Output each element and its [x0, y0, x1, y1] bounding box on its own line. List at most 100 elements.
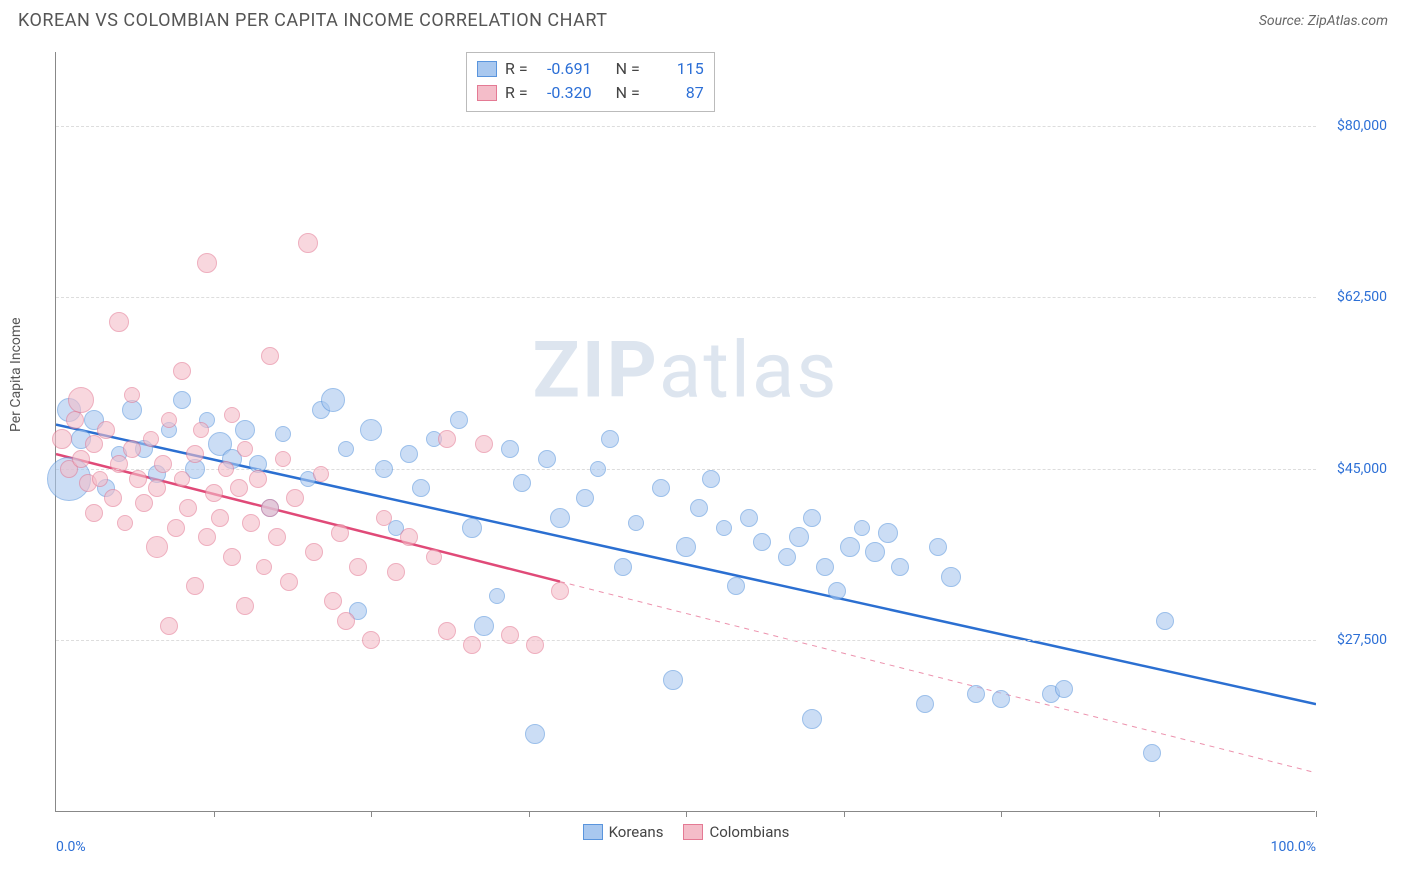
data-point-koreans: [628, 515, 644, 531]
data-point-koreans: [702, 470, 720, 488]
data-point-koreans: [816, 558, 834, 576]
data-point-colombians: [124, 387, 140, 403]
data-point-koreans: [865, 542, 885, 562]
data-point-koreans: [450, 411, 468, 429]
x-min-label: 0.0%: [56, 839, 86, 855]
stats-legend: R =-0.691N =115R =-0.320N =87: [466, 52, 715, 112]
r-value-colombians: -0.320: [536, 81, 592, 105]
trendline-koreans: [56, 425, 1316, 704]
data-point-colombians: [224, 407, 240, 423]
data-point-colombians: [110, 455, 128, 473]
data-point-koreans: [753, 533, 771, 551]
chart-container: Per Capita Income ZIPatlas R =-0.691N =1…: [55, 52, 1390, 842]
x-max-label: 100.0%: [1271, 839, 1316, 855]
data-point-koreans: [929, 538, 947, 556]
x-tick: [371, 811, 372, 817]
data-point-colombians: [85, 435, 103, 453]
data-point-colombians: [275, 451, 291, 467]
data-point-colombians: [167, 519, 185, 537]
y-tick-label: $45,000: [1337, 461, 1387, 477]
data-point-colombians: [438, 430, 456, 448]
data-point-colombians: [349, 558, 367, 576]
data-point-colombians: [198, 528, 216, 546]
data-point-koreans: [173, 391, 191, 409]
data-point-colombians: [426, 549, 442, 565]
gridline: [56, 469, 1316, 470]
x-tick: [214, 811, 215, 817]
data-point-colombians: [173, 362, 191, 380]
data-point-colombians: [160, 617, 178, 635]
legend-item-colombians: Colombians: [683, 823, 789, 841]
data-point-colombians: [52, 429, 72, 449]
data-point-colombians: [193, 422, 209, 438]
data-point-colombians: [286, 489, 304, 507]
data-point-colombians: [66, 411, 84, 429]
data-point-colombians: [218, 461, 234, 477]
data-point-colombians: [109, 312, 129, 332]
legend-label-colombians: Colombians: [709, 823, 789, 841]
gridline: [56, 640, 1316, 641]
y-tick-label: $80,000: [1337, 118, 1387, 134]
stats-row-koreans: R =-0.691N =115: [477, 57, 704, 81]
x-tick: [529, 811, 530, 817]
data-point-koreans: [576, 489, 594, 507]
data-point-colombians: [242, 514, 260, 532]
data-point-colombians: [387, 563, 405, 581]
data-point-koreans: [652, 479, 670, 497]
stats-row-colombians: R =-0.320N =87: [477, 81, 704, 105]
data-point-koreans: [474, 616, 494, 636]
data-point-colombians: [438, 622, 456, 640]
n-label: N =: [616, 81, 640, 105]
data-point-colombians: [261, 347, 279, 365]
data-point-colombians: [261, 499, 279, 517]
data-point-koreans: [513, 474, 531, 492]
data-point-colombians: [331, 524, 349, 542]
data-point-koreans: [360, 419, 382, 441]
data-point-koreans: [550, 508, 570, 528]
y-axis-label: Per Capita Income: [8, 317, 24, 432]
data-point-koreans: [375, 460, 393, 478]
data-point-colombians: [143, 431, 159, 447]
watermark: ZIPatlas: [532, 325, 838, 416]
data-point-colombians: [362, 631, 380, 649]
data-point-colombians: [205, 484, 223, 502]
x-tick: [1316, 811, 1317, 817]
data-point-koreans: [716, 520, 732, 536]
data-point-koreans: [967, 685, 985, 703]
data-point-koreans: [275, 426, 291, 442]
data-point-koreans: [891, 558, 909, 576]
data-point-colombians: [104, 489, 122, 507]
data-point-koreans: [614, 558, 632, 576]
gridline: [56, 297, 1316, 298]
data-point-colombians: [256, 559, 272, 575]
x-tick: [1159, 811, 1160, 817]
chart-title: KOREAN VS COLOMBIAN PER CAPITA INCOME CO…: [18, 10, 608, 31]
data-point-koreans: [840, 537, 860, 557]
data-point-colombians: [197, 253, 217, 273]
data-point-colombians: [92, 471, 108, 487]
data-point-colombians: [475, 435, 493, 453]
data-point-colombians: [400, 528, 418, 546]
data-point-koreans: [400, 445, 418, 463]
data-point-koreans: [538, 450, 556, 468]
data-point-koreans: [803, 509, 821, 527]
data-point-colombians: [68, 387, 94, 413]
data-point-colombians: [305, 543, 323, 561]
data-point-colombians: [324, 592, 342, 610]
legend-swatch-colombians: [683, 824, 703, 840]
source-label: Source: ZipAtlas.com: [1259, 13, 1388, 29]
data-point-koreans: [676, 537, 696, 557]
data-point-koreans: [727, 577, 745, 595]
data-point-koreans: [778, 548, 796, 566]
data-point-colombians: [154, 455, 172, 473]
data-point-colombians: [148, 479, 166, 497]
data-point-koreans: [321, 388, 345, 412]
data-point-koreans: [992, 690, 1010, 708]
data-point-colombians: [298, 233, 318, 253]
data-point-colombians: [129, 470, 147, 488]
data-point-colombians: [249, 470, 267, 488]
y-tick-label: $62,500: [1337, 289, 1387, 305]
data-point-koreans: [489, 588, 505, 604]
data-point-koreans: [740, 509, 758, 527]
swatch-koreans: [477, 61, 497, 77]
